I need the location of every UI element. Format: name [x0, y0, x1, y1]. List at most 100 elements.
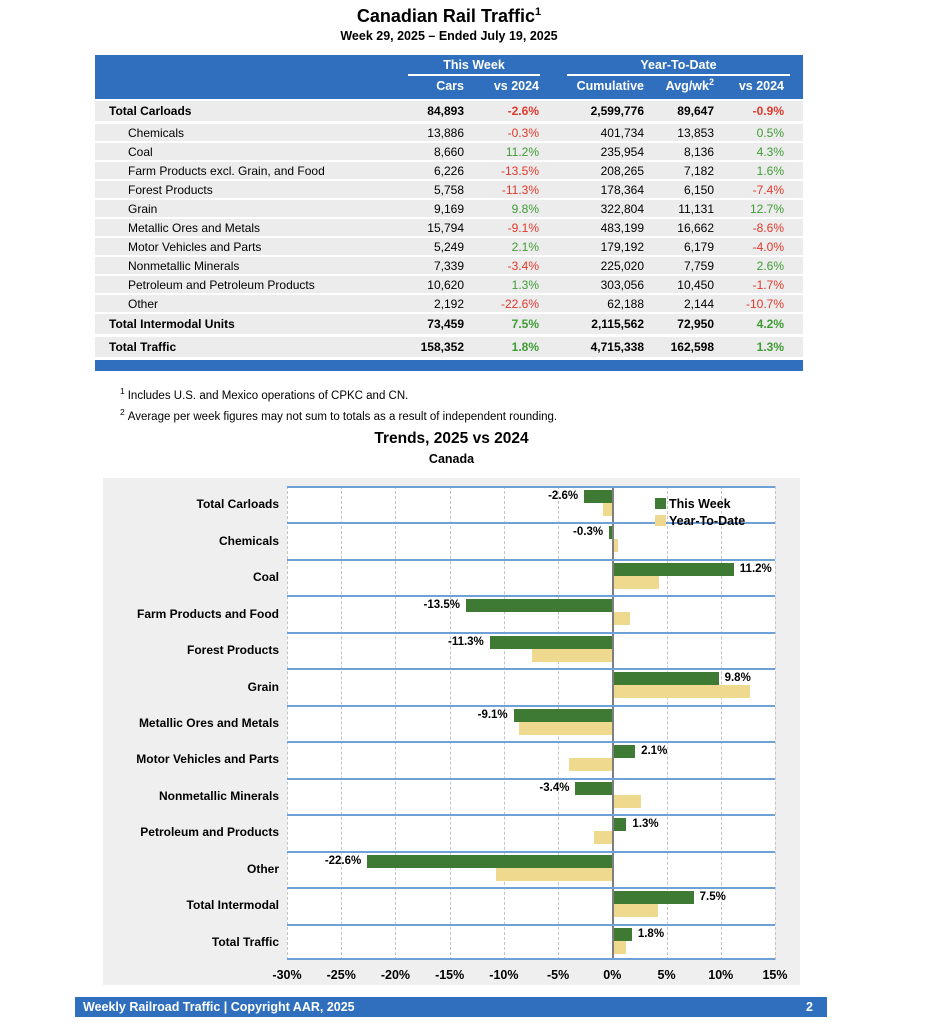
cars-value: 8,660: [433, 144, 464, 159]
avgwk-value: 16,662: [677, 220, 714, 235]
cumulative-value: 483,199: [600, 220, 644, 235]
category-label: Other: [246, 861, 279, 876]
cars-value: 7,339: [433, 258, 464, 273]
this-week-pct: -9.1%: [507, 220, 539, 235]
column-header-cumulative: Cumulative: [576, 78, 644, 93]
this-week-pct: -22.6%: [500, 296, 539, 311]
chart-title: Trends, 2025 vs 2024: [374, 430, 529, 447]
footnote-2-text: Average per week figures may not sum to …: [127, 410, 558, 423]
cars-value: 13,886: [427, 125, 464, 140]
this-week-pct: 9.8%: [511, 201, 539, 216]
this-week-pct: -2.6%: [507, 104, 539, 118]
category-label: Total Intermodal: [186, 898, 279, 913]
x-tick-label: -15%: [435, 968, 465, 982]
bar-ytd: [532, 648, 613, 662]
band-separator-line: [287, 741, 775, 744]
category-label: Chemicals: [218, 533, 279, 548]
avgwk-value: 13,853: [677, 125, 714, 140]
table-row: Metallic Ores and Metals 15,794 -9.1% 483,1…: [95, 219, 803, 236]
category-label: Grain: [247, 679, 279, 694]
avgwk-value: 7,759: [683, 258, 714, 273]
bar-ytd: [612, 685, 751, 699]
cumulative-value: 235,954: [600, 144, 644, 159]
chart-subtitle: Canada: [428, 452, 475, 466]
table-row: Other 2,192 -22.6% 62,188 2,144 -10.7%: [95, 295, 803, 312]
x-tick-label: 0%: [603, 968, 622, 982]
ytd-pct: -4.0%: [752, 239, 784, 254]
row-label: Chemicals: [128, 125, 185, 140]
x-tick-label: -20%: [380, 968, 411, 982]
page-title-footnote-ref: 1: [534, 6, 542, 18]
row-label: Motor Vehicles and Parts: [128, 239, 262, 254]
footnote-1: 1 Includes U.S. and Mexico operations of …: [120, 386, 557, 402]
row-label: Total Traffic: [109, 340, 177, 354]
ytd-pct: -8.6%: [752, 220, 784, 235]
bar-this-week: [489, 635, 613, 649]
row-label: Total Intermodal Units: [109, 317, 235, 331]
avgwk-value: 6,150: [683, 182, 714, 197]
band-separator-line: [287, 850, 775, 853]
cumulative-value: 179,192: [600, 239, 644, 254]
category-label: Nonmetallic Minerals: [158, 788, 279, 803]
bar-ytd: [612, 612, 630, 626]
cars-value: 5,249: [433, 239, 464, 254]
zero-line: [612, 486, 615, 960]
this-week-pct: -0.3%: [507, 125, 539, 140]
avgwk-value: 89,647: [677, 104, 714, 118]
bar-value-label: 11.2%: [739, 562, 772, 575]
table-row: Chemicals 13,886 -0.3% 401,734 13,853 0.5%: [95, 124, 803, 141]
bar-value-label: -3.4%: [539, 781, 570, 794]
bar-value-label: -11.3%: [447, 635, 484, 648]
table-row: Total Traffic 158,352 1.8% 4,715,338 162,598…: [95, 337, 803, 357]
band-separator-line: [287, 958, 775, 960]
x-tick-label: -30%: [272, 968, 302, 982]
avgwk-value: 162,598: [670, 340, 714, 354]
band-separator-line: [287, 668, 775, 671]
bar-value-label: -22.6%: [324, 854, 362, 867]
gridline: [287, 486, 288, 960]
table-row: Motor Vehicles and Parts 5,249 2.1% 179,192…: [95, 238, 803, 255]
bar-ytd: [612, 539, 618, 553]
cumulative-value: 4,715,338: [590, 340, 644, 354]
category-label: Forest Products: [186, 643, 279, 658]
legend-label: Year-To-Date: [669, 513, 746, 528]
table-row: Petroleum and Petroleum Products 10,620 1.…: [95, 276, 803, 293]
category-label: Motor Vehicles and Parts: [136, 752, 279, 767]
footnote-2: 2 Average per week figures may not sum to…: [120, 407, 557, 423]
this-week-pct: -3.4%: [507, 258, 539, 273]
band-separator-line: [287, 777, 775, 780]
table-body: Total Carloads 84,893 -2.6% 2,599,776 89,647…: [95, 101, 803, 357]
x-tick-label: 15%: [762, 968, 788, 982]
bar-ytd: [568, 758, 613, 772]
table-bottom-rule: [95, 360, 803, 371]
cumulative-value: 178,364: [600, 182, 644, 197]
bar-ytd: [496, 867, 613, 881]
row-label: Grain: [128, 201, 158, 216]
row-label: Other: [128, 296, 159, 311]
category-label: Metallic Ores and Metals: [138, 716, 279, 730]
band-separator-line: [287, 704, 775, 707]
legend-label: This Week: [669, 496, 731, 511]
band-separator-line: [287, 631, 775, 634]
gridline: [503, 486, 505, 960]
avgwk-value: 2,144: [683, 296, 714, 311]
x-axis: -30% -25% -20% -15% -10% -5% 0% 5% 10% 15%: [272, 968, 787, 984]
report-header: Canadian Rail Traffic1 Week 29, 2025 – E…: [95, 6, 803, 43]
x-tick-label: 5%: [657, 968, 676, 982]
cars-value: 73,459: [427, 317, 464, 331]
chart-header: Trends, 2025 vs 2024 Canada: [103, 430, 800, 466]
table-row: Total Carloads 84,893 -2.6% 2,599,776 89,647…: [95, 101, 803, 121]
ytd-pct: 0.5%: [756, 125, 784, 140]
cars-value: 2,192: [433, 296, 464, 311]
ytd-pct: 4.3%: [756, 144, 784, 159]
table-header: This Week Year-To-Date Cars vs 2024 Cumu…: [95, 55, 803, 99]
band-separator-line: [287, 558, 775, 561]
this-week-pct: 1.3%: [511, 277, 539, 292]
ytd-pct: 4.2%: [756, 317, 784, 331]
bar-ytd: [612, 794, 641, 808]
bar-ytd: [612, 904, 658, 918]
avgwk-value: 72,950: [677, 317, 714, 331]
avgwk-text: Avg/wk: [665, 79, 709, 94]
column-header-vs2024-week: vs 2024: [493, 78, 539, 93]
band-separator-line: [287, 923, 775, 926]
